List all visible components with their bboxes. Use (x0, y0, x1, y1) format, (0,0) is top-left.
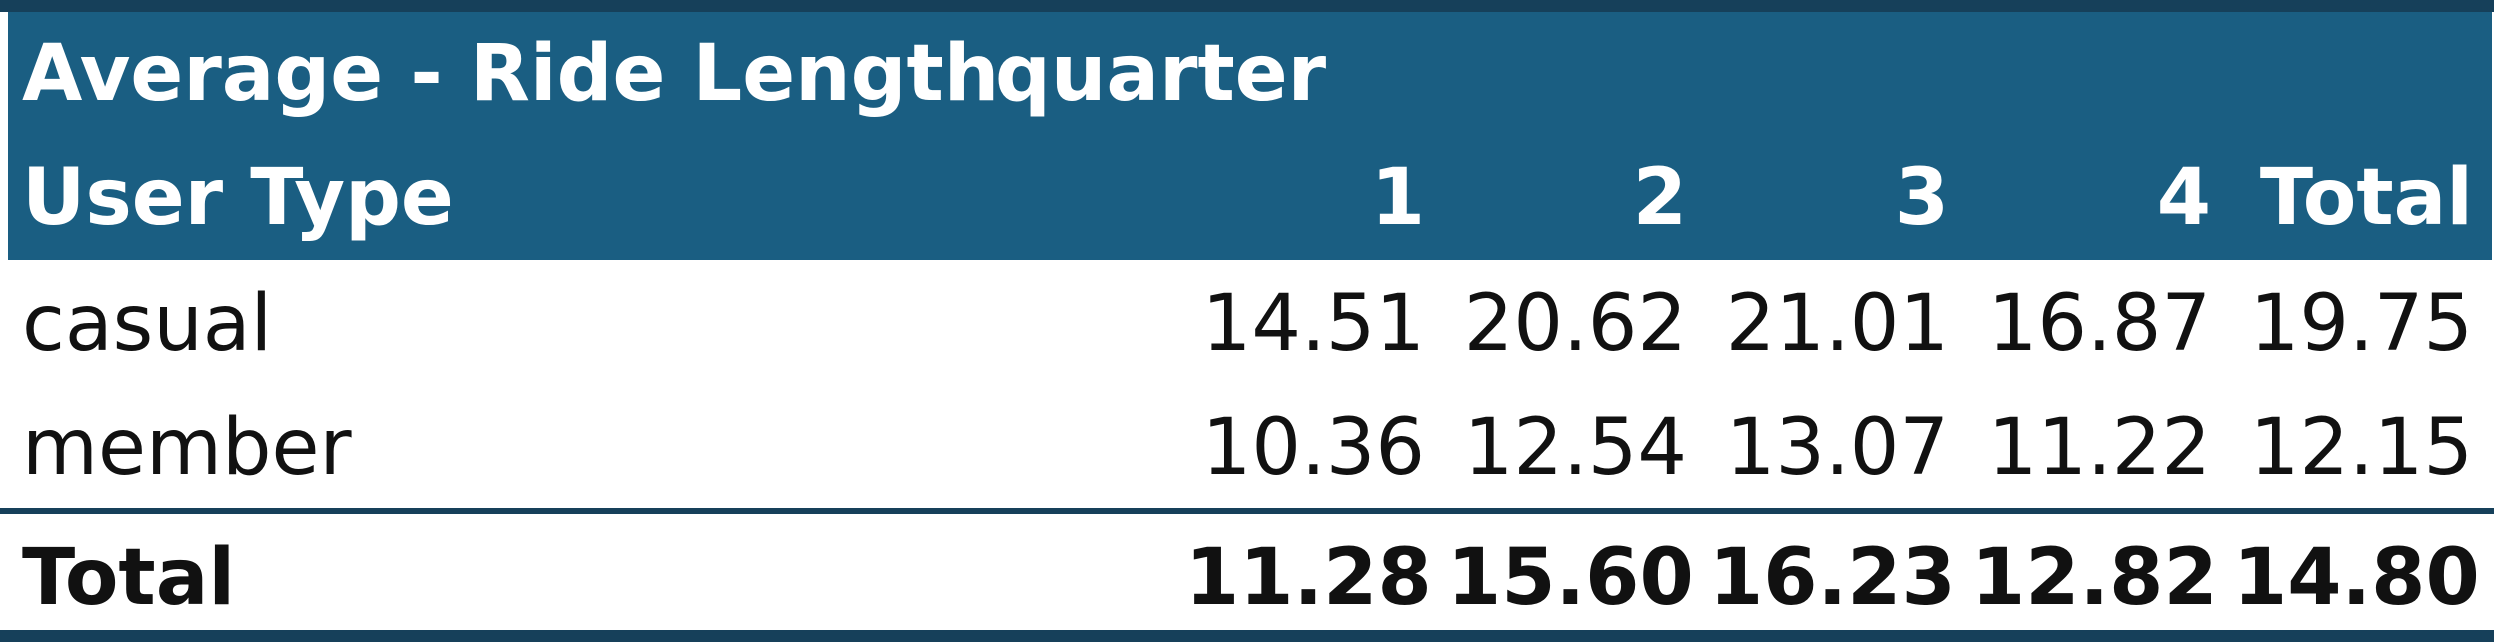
cell-casual-q2[interactable]: 20.62 (1463, 279, 1687, 369)
cell-member-q3[interactable]: 13.07 (1725, 403, 1949, 493)
row-label-member[interactable]: member (22, 403, 352, 493)
row-label-total[interactable]: Total (22, 533, 236, 623)
top-border (0, 0, 2494, 12)
cell-total-q1[interactable]: 11.28 (1185, 533, 1432, 623)
cell-casual-q4[interactable]: 16.87 (1987, 279, 2211, 369)
column-field-label[interactable]: quarter (995, 29, 1327, 119)
cell-casual-q1[interactable]: 14.51 (1201, 279, 1425, 369)
cell-member-q1[interactable]: 10.36 (1201, 403, 1425, 493)
cell-casual-q3[interactable]: 21.01 (1725, 279, 1949, 369)
column-header-total[interactable]: Total (2259, 153, 2473, 243)
bottom-border (0, 630, 2494, 642)
cell-total-q2[interactable]: 15.60 (1447, 533, 1694, 623)
column-header-quarter-2[interactable]: 2 (1632, 153, 1687, 243)
column-header-quarter-3[interactable]: 3 (1894, 153, 1949, 243)
row-field-label[interactable]: User Type (22, 153, 454, 243)
cell-total-q3[interactable]: 16.23 (1709, 533, 1956, 623)
column-header-quarter-1[interactable]: 1 (1370, 153, 1425, 243)
total-top-border (0, 508, 2494, 514)
cell-grand-total[interactable]: 14.80 (2233, 533, 2480, 623)
cell-total-q4[interactable]: 12.82 (1971, 533, 2218, 623)
cell-member-q2[interactable]: 12.54 (1463, 403, 1687, 493)
value-field-label[interactable]: Average - Ride Length (22, 29, 1000, 119)
cell-casual-total[interactable]: 19.75 (2249, 279, 2473, 369)
cell-member-total[interactable]: 12.15 (2249, 403, 2473, 493)
pivot-header (8, 12, 2492, 260)
column-header-quarter-4[interactable]: 4 (2156, 153, 2211, 243)
cell-member-q4[interactable]: 11.22 (1987, 403, 2211, 493)
row-label-casual[interactable]: casual (22, 279, 273, 369)
